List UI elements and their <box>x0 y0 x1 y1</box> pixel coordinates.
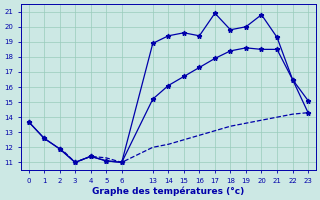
X-axis label: Graphe des températures (°c): Graphe des températures (°c) <box>92 186 244 196</box>
